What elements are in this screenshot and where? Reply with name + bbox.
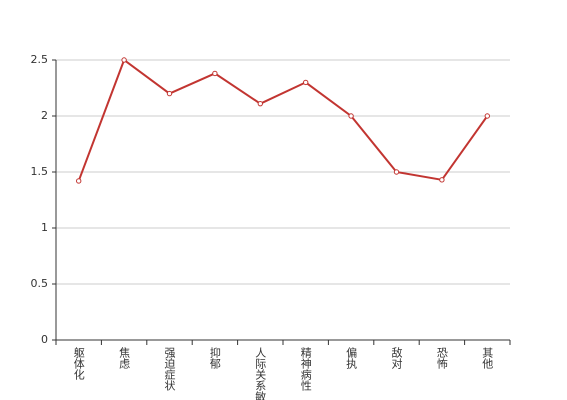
- y-tick-label: 2: [41, 109, 48, 122]
- point: [303, 79, 309, 86]
- x-tick-label: 其他: [481, 347, 494, 369]
- point: [212, 70, 218, 77]
- point: [484, 113, 490, 119]
- y-tick-label: 2.5: [31, 53, 49, 66]
- point: [257, 100, 263, 107]
- x-tick-label: 焦虑: [118, 347, 131, 369]
- x-tick-label: 恐怖: [435, 347, 448, 369]
- x-tick-label: 精神病性: [299, 347, 312, 392]
- x-tick-label: 抑郁: [208, 346, 221, 369]
- point: [76, 178, 82, 184]
- y-tick-label: 0.5: [31, 277, 49, 290]
- x-tick-label: 敌对: [390, 346, 403, 369]
- y-tick-label: 1.5: [31, 165, 49, 178]
- line: [77, 58, 489, 182]
- point: [166, 90, 173, 97]
- y-tick-label: 1: [41, 221, 48, 234]
- point: [348, 113, 354, 119]
- x-tick-label: 偏执: [345, 346, 358, 370]
- x-tick-label: 强迫症状: [163, 347, 176, 391]
- x-tick-label: 人际关系敏感: [254, 347, 267, 400]
- point: [121, 57, 127, 63]
- x-tick-label: 躯体化: [72, 347, 85, 381]
- point: [393, 169, 400, 175]
- point: [439, 177, 445, 183]
- y-tick-label: 0: [41, 333, 48, 346]
